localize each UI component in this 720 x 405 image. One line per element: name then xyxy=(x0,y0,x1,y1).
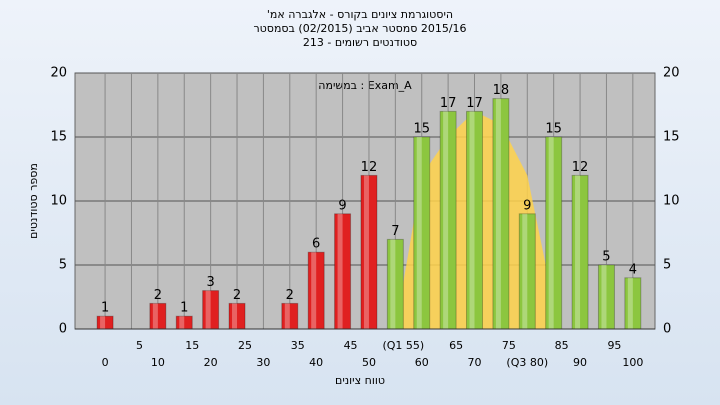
x-tick-label: 5 xyxy=(136,339,143,352)
value-label: 3 xyxy=(206,275,214,290)
x-tick-label: 60 xyxy=(415,356,429,369)
x-tick-label: 25 xyxy=(238,339,252,352)
x-axis-label: טווח ציונים xyxy=(335,374,385,387)
value-label: 6 xyxy=(312,237,320,252)
y-tick-label: 20 xyxy=(50,66,67,81)
y-tick-label: 5 xyxy=(59,258,67,273)
x-tick-label: 30 xyxy=(256,356,270,369)
value-label: 12 xyxy=(572,160,589,175)
bar-shine xyxy=(232,303,238,329)
x-tick-label: (Q1 55) xyxy=(382,339,424,352)
bar-shine xyxy=(179,316,185,329)
value-label: 5 xyxy=(602,250,610,265)
y2-tick-label: 0 xyxy=(663,322,671,337)
y-tick-label: 10 xyxy=(50,194,67,209)
x-tick-label: 35 xyxy=(291,339,305,352)
value-label: 17 xyxy=(440,96,457,111)
x-tick-label: 70 xyxy=(468,356,482,369)
x-tick-label: 65 xyxy=(449,339,463,352)
annotation: Exam_A : במשימה xyxy=(318,79,412,92)
value-label: 2 xyxy=(154,288,162,303)
y2-tick-label: 20 xyxy=(663,66,680,81)
y-axis-label: מספר סטודנטים xyxy=(27,163,40,239)
y-tick-label: 15 xyxy=(50,130,67,145)
value-label: 17 xyxy=(466,96,483,111)
bar-shine xyxy=(416,137,422,329)
bar-shine xyxy=(601,265,607,329)
y-tick-label: 0 xyxy=(59,322,67,337)
bar-shine xyxy=(495,98,501,329)
bar-shine xyxy=(575,175,581,329)
value-label: 9 xyxy=(338,198,346,213)
bar-shine xyxy=(469,111,475,330)
bar-shine xyxy=(548,137,554,329)
bar-shine xyxy=(152,303,158,329)
value-label: 1 xyxy=(180,301,188,316)
value-label: 12 xyxy=(361,160,378,175)
x-tick-label: (Q3 80) xyxy=(506,356,548,369)
value-label: 4 xyxy=(629,262,637,277)
y2-tick-label: 15 xyxy=(663,130,680,145)
bar-shine xyxy=(443,111,449,330)
x-tick-label: 20 xyxy=(204,356,218,369)
x-tick-label: 75 xyxy=(502,339,516,352)
x-tick-label: 90 xyxy=(573,356,587,369)
x-tick-label: 10 xyxy=(151,356,165,369)
x-tick-label: 0 xyxy=(102,356,109,369)
x-tick-label: 45 xyxy=(344,339,358,352)
chart-title: היסטוגרמת ציונים בקורס - אלגברה אמ' xyxy=(267,8,453,21)
bar-shine xyxy=(100,316,106,329)
chart-subtitle: סטודנטים רשומים - 213 xyxy=(303,36,417,49)
bar-shine xyxy=(311,252,317,329)
bar-shine xyxy=(627,277,633,329)
x-tick-label: 100 xyxy=(622,356,643,369)
chart-subtitle: 2015/16 סמסטר אביב (02/2015) בסמסטר xyxy=(253,22,466,35)
bar-shine xyxy=(205,290,211,329)
value-label: 2 xyxy=(233,288,241,303)
bar-shine xyxy=(337,213,343,329)
value-label: 15 xyxy=(413,122,430,137)
value-label: 15 xyxy=(545,122,562,137)
value-label: 1 xyxy=(101,301,109,316)
value-label: 2 xyxy=(286,288,294,303)
value-label: 7 xyxy=(391,224,399,239)
y2-tick-label: 5 xyxy=(663,258,671,273)
x-tick-label: 15 xyxy=(185,339,199,352)
value-label: 9 xyxy=(523,198,531,213)
bar-shine xyxy=(284,303,290,329)
x-tick-label: 40 xyxy=(309,356,323,369)
x-tick-label: 85 xyxy=(555,339,569,352)
bar-shine xyxy=(522,213,528,329)
x-tick-label: 50 xyxy=(362,356,376,369)
bar-shine xyxy=(390,239,396,329)
bar-shine xyxy=(363,175,369,329)
y2-tick-label: 10 xyxy=(663,194,680,209)
value-label: 18 xyxy=(493,83,510,98)
x-tick-label: 95 xyxy=(607,339,621,352)
